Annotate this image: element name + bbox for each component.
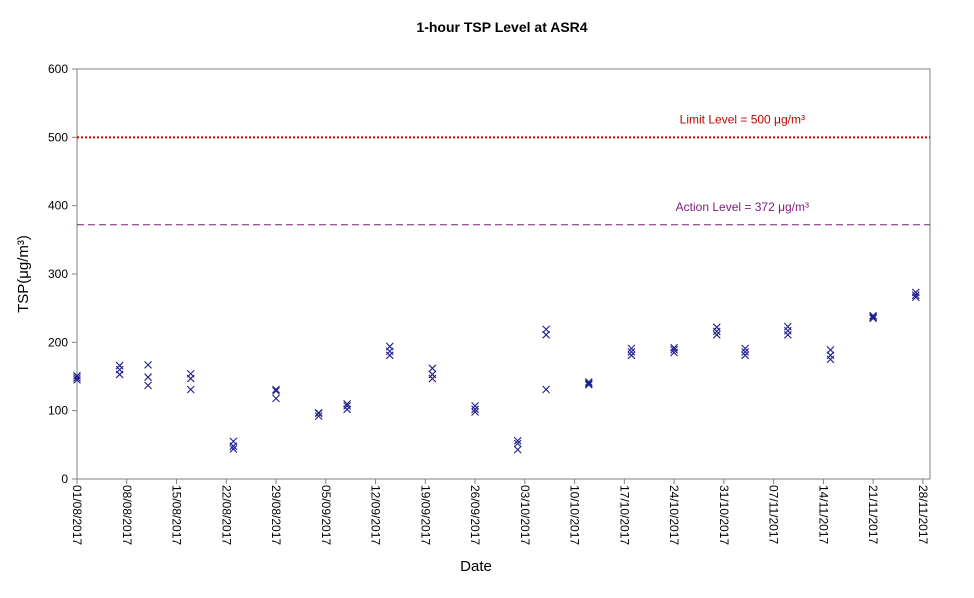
data-point <box>186 369 195 378</box>
data-point <box>513 436 522 445</box>
data-point <box>584 378 593 386</box>
data-point <box>869 314 878 323</box>
x-tick-label: 17/10/2017 <box>617 485 631 545</box>
data-point <box>144 373 152 382</box>
x-tick-label: 07/11/2017 <box>767 485 781 544</box>
data-point <box>471 401 479 410</box>
data-point <box>741 351 750 360</box>
x-tick-label: 31/10/2017 <box>717 485 731 545</box>
chart-title: 1-hour TSP Level at ASR4 <box>416 19 587 35</box>
x-tick-label: 22/08/2017 <box>219 485 233 545</box>
y-tick-label: 600 <box>48 62 68 76</box>
data-point <box>272 386 280 395</box>
y-tick-label: 200 <box>48 335 68 349</box>
x-tick-label: 12/09/2017 <box>369 485 383 545</box>
data-points <box>73 288 920 454</box>
data-point <box>229 437 238 446</box>
x-axis-label: Date <box>460 558 492 575</box>
y-tick-label: 400 <box>48 199 68 213</box>
data-point <box>385 342 394 351</box>
data-point <box>911 291 920 300</box>
data-point <box>144 381 152 390</box>
data-point <box>670 343 678 352</box>
x-tick-label: 19/09/2017 <box>418 485 432 545</box>
data-point <box>741 344 750 353</box>
y-axis: 0 100 200 300 400 500 600 <box>48 62 77 486</box>
data-point <box>186 385 195 394</box>
data-point <box>471 405 479 414</box>
data-point <box>741 348 750 356</box>
data-point <box>314 408 323 417</box>
data-point <box>783 330 792 339</box>
data-point <box>627 348 636 356</box>
data-point <box>826 345 835 354</box>
plot-area <box>76 68 931 480</box>
data-point <box>272 394 280 403</box>
y-tick-label: 0 <box>61 472 68 486</box>
data-point <box>73 371 81 380</box>
data-point <box>869 311 878 320</box>
x-tick-label: 29/08/2017 <box>269 485 283 545</box>
data-point <box>513 439 522 448</box>
data-point <box>584 380 593 389</box>
y-axis-label: TSP(μg/m³) <box>15 235 32 313</box>
x-tick-label: 28/11/2017 <box>916 485 930 544</box>
x-tick-label: 03/10/2017 <box>518 485 532 545</box>
data-point <box>712 327 721 336</box>
data-point <box>627 351 636 360</box>
data-point <box>826 355 835 364</box>
data-point <box>911 288 920 297</box>
data-point <box>542 330 551 339</box>
data-point <box>783 326 792 335</box>
x-axis: 01/08/2017 08/08/2017 15/08/2017 22/08/2017… <box>70 479 930 545</box>
x-tick-label: 08/08/2017 <box>120 485 134 545</box>
x-tick-label: 14/11/2017 <box>816 485 830 544</box>
x-tick-label: 26/09/2017 <box>468 485 482 545</box>
data-point <box>343 399 352 408</box>
data-point <box>229 445 238 453</box>
reference-lines: Limit Level = 500 μg/m³ Action Level = 37… <box>77 112 930 226</box>
data-point <box>343 405 352 414</box>
data-point <box>272 385 280 394</box>
data-point <box>343 401 352 410</box>
data-point <box>826 351 835 360</box>
data-point <box>314 412 323 421</box>
data-point <box>428 370 437 379</box>
data-point <box>542 385 551 394</box>
data-point <box>712 330 721 339</box>
data-point <box>542 325 551 334</box>
x-tick-label: 15/08/2017 <box>170 485 184 545</box>
data-point <box>627 344 636 353</box>
data-point <box>869 313 878 321</box>
data-point <box>73 373 81 382</box>
data-point <box>513 445 522 454</box>
data-point <box>471 408 479 416</box>
data-point <box>428 374 437 383</box>
data-point <box>428 364 437 373</box>
x-tick-label: 24/10/2017 <box>667 485 681 545</box>
y-tick-label: 300 <box>48 267 68 281</box>
y-tick-label: 500 <box>48 130 68 144</box>
reference-line-label: Limit Level = 500 μg/m³ <box>680 112 805 126</box>
data-point <box>670 345 678 354</box>
x-tick-label: 21/11/2017 <box>866 485 880 544</box>
data-point <box>115 361 124 370</box>
x-tick-label: 05/09/2017 <box>319 485 333 545</box>
data-point <box>584 379 593 388</box>
data-point <box>115 365 124 374</box>
x-tick-label: 10/10/2017 <box>568 485 582 545</box>
x-tick-label: 01/08/2017 <box>70 485 84 545</box>
data-point <box>783 322 792 331</box>
data-point <box>712 323 721 332</box>
data-point <box>144 360 152 369</box>
reference-line-label: Action Level = 372 μg/m³ <box>676 200 809 214</box>
y-tick-label: 100 <box>48 404 68 418</box>
data-point <box>385 351 394 360</box>
